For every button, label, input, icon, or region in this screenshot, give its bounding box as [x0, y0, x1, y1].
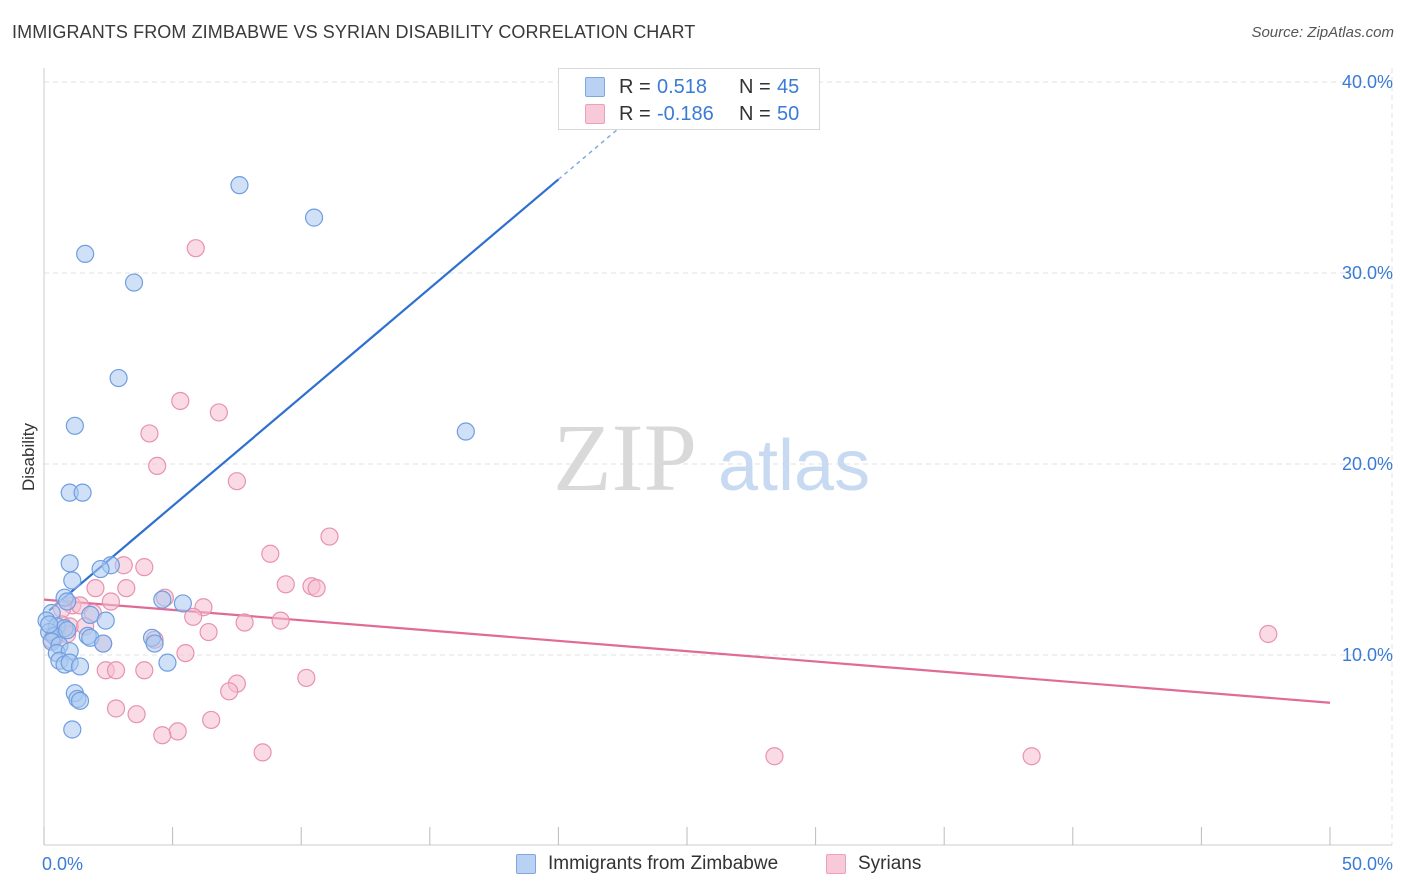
- data-point-zimbabwe: [40, 615, 59, 634]
- watermark-zip: ZIP: [553, 404, 697, 511]
- x-tick-label: 0.0%: [42, 854, 83, 874]
- stats-legend: R = 0.518 N = 45 R = -0.186 N = 50: [558, 68, 820, 130]
- data-point-zimbabwe: [173, 594, 192, 613]
- trend-line-zimbabwe: [48, 113, 637, 612]
- data-point-zimbabwe: [63, 571, 82, 590]
- legend-swatch-zimbabwe: [516, 854, 536, 874]
- data-point-syrians: [106, 699, 126, 718]
- data-point-zimbabwe: [70, 657, 90, 676]
- data-point-syrians: [186, 239, 205, 258]
- data-point-syrians: [176, 643, 195, 663]
- data-point-zimbabwe: [76, 244, 95, 263]
- data-point-syrians: [253, 743, 272, 762]
- x-tick-label: 50.0%: [1342, 854, 1393, 874]
- data-point-syrians: [297, 668, 316, 688]
- data-point-syrians: [1022, 747, 1041, 766]
- axes: [43, 68, 1392, 846]
- data-point-zimbabwe: [94, 634, 113, 653]
- data-point-syrians: [140, 424, 159, 443]
- data-point-syrians: [106, 661, 126, 680]
- legend-swatch-zimbabwe: [585, 77, 605, 97]
- watermark-atlas: atlas: [718, 426, 870, 506]
- y-tick-label: 40.0%: [1342, 72, 1393, 92]
- legend-swatch-syrians: [826, 854, 846, 874]
- data-point-syrians: [202, 710, 221, 730]
- stats-legend-row-zimbabwe: R = 0.518 N = 45: [585, 75, 799, 99]
- legend-label-syrians: Syrians: [858, 853, 922, 874]
- data-point-syrians: [276, 575, 295, 594]
- data-point-syrians: [199, 622, 218, 642]
- trend-line-solid: [43, 598, 1331, 704]
- data-point-zimbabwe: [91, 559, 110, 579]
- data-point-syrians: [209, 403, 228, 422]
- stats-legend-row-syrians: R = -0.186 N = 50: [585, 102, 799, 126]
- trend-line-solid: [48, 178, 560, 612]
- data-point-syrians: [86, 579, 105, 598]
- data-point-zimbabwe: [81, 605, 100, 624]
- data-point-zimbabwe: [58, 592, 77, 611]
- trend-line-syrians: [43, 598, 1331, 704]
- data-point-zimbabwe: [65, 416, 84, 435]
- data-point-zimbabwe: [158, 653, 177, 672]
- data-point-zimbabwe: [230, 176, 249, 195]
- r-value: -0.186: [657, 102, 714, 125]
- data-point-syrians: [765, 747, 784, 766]
- y-tick-label: 10.0%: [1342, 645, 1393, 665]
- data-point-zimbabwe: [124, 273, 144, 292]
- data-point-zimbabwe: [153, 590, 172, 609]
- x-tick-labels: 0.0% 50.0%: [42, 854, 1393, 874]
- source-label: Source: ZipAtlas.com: [1251, 24, 1394, 41]
- data-point-syrians: [320, 527, 339, 546]
- n-label: N =: [739, 102, 771, 125]
- y-axis-label: Disability: [19, 422, 38, 491]
- data-point-syrians: [171, 391, 190, 411]
- r-value: 0.518: [657, 75, 708, 98]
- trend-line-dashed: [557, 113, 637, 180]
- y-tick-label: 30.0%: [1342, 263, 1393, 283]
- data-point-syrians: [261, 544, 280, 563]
- points-zimbabwe: [37, 176, 475, 739]
- data-point-syrians: [227, 472, 246, 491]
- data-point-syrians: [184, 607, 203, 626]
- data-point-syrians: [235, 613, 254, 632]
- legend-item-syrians: Syrians: [826, 852, 921, 876]
- n-value: 45: [777, 75, 800, 98]
- data-point-syrians: [101, 592, 120, 611]
- legend-item-zimbabwe: Immigrants from Zimbabwe: [516, 852, 778, 876]
- grid-lines: [44, 68, 1393, 845]
- data-point-syrians: [307, 579, 326, 598]
- data-point-zimbabwe: [304, 208, 324, 227]
- data-point-syrians: [1259, 624, 1278, 644]
- data-point-syrians: [153, 726, 172, 745]
- data-point-syrians: [148, 456, 167, 476]
- n-label: N =: [739, 75, 771, 98]
- data-point-syrians: [271, 611, 290, 630]
- data-point-zimbabwe: [58, 621, 77, 640]
- data-point-syrians: [168, 722, 187, 741]
- y-tick-labels: 10.0% 20.0% 30.0% 40.0%: [1342, 72, 1393, 665]
- data-point-zimbabwe: [456, 422, 475, 441]
- data-point-zimbabwe: [70, 691, 90, 710]
- legend-label-zimbabwe: Immigrants from Zimbabwe: [548, 853, 779, 874]
- data-point-syrians: [135, 661, 154, 680]
- data-point-syrians: [127, 705, 146, 724]
- data-point-zimbabwe: [73, 483, 92, 502]
- data-point-syrians: [117, 579, 136, 598]
- r-label: R =: [619, 75, 651, 98]
- data-point-syrians: [220, 682, 239, 701]
- n-value: 50: [777, 102, 800, 125]
- chart-title: IMMIGRANTS FROM ZIMBABWE VS SYRIAN DISAB…: [12, 22, 696, 42]
- data-point-zimbabwe: [63, 720, 82, 739]
- y-tick-label: 20.0%: [1342, 454, 1393, 474]
- data-point-zimbabwe: [109, 368, 128, 388]
- data-point-zimbabwe: [145, 634, 164, 653]
- data-point-zimbabwe: [96, 611, 115, 630]
- data-point-zimbabwe: [60, 554, 79, 573]
- legend-swatch-syrians: [585, 104, 605, 124]
- r-label: R =: [619, 102, 651, 125]
- data-point-syrians: [135, 558, 154, 577]
